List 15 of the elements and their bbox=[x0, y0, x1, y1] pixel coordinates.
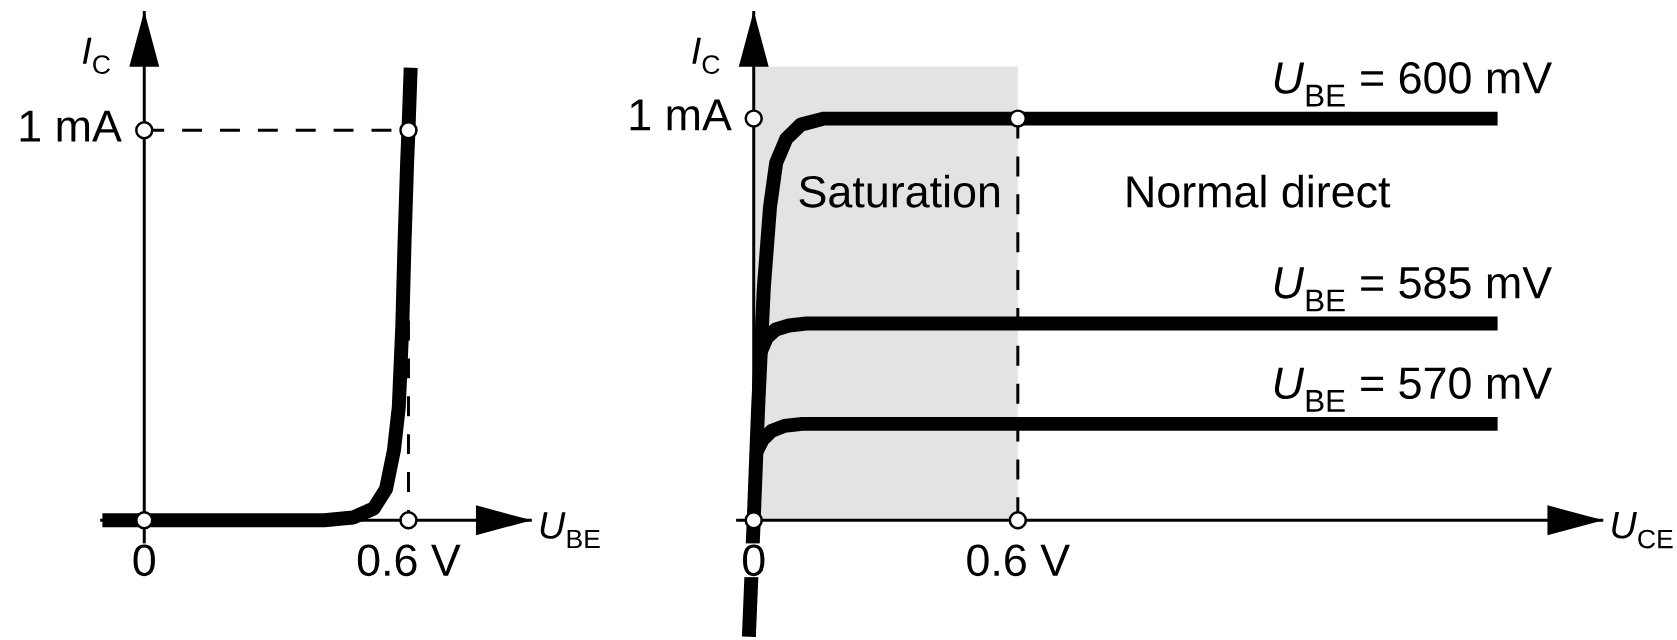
x-axis-title: U$_{CE}$ bbox=[1612, 512, 1673, 549]
x-tick-label: 0.6 V bbox=[357, 544, 461, 577]
series-label: U$_{BE}$ = 600 mV bbox=[1274, 62, 1552, 107]
x-tick-label: 0 bbox=[743, 544, 765, 577]
series-label: U$_{BE}$ = 570 mV bbox=[1274, 367, 1552, 412]
series-label: U$_{BE}$ = 585 mV bbox=[1274, 266, 1552, 312]
x-tick-label: 0.6 V bbox=[967, 544, 1070, 577]
text: 1 mA bbox=[630, 99, 732, 131]
x-tick-label: 0 bbox=[133, 544, 155, 577]
annotation: Normal direct bbox=[1127, 174, 1391, 208]
x-axis-title: U$_{BE}$ bbox=[540, 512, 600, 549]
annotation: 1 mA bbox=[20, 110, 122, 142]
y-axis-title: I$_{C}$ bbox=[692, 37, 720, 75]
y-axis-title: I$_{C}$ bbox=[82, 37, 110, 75]
band-label: Saturation bbox=[799, 174, 1000, 208]
